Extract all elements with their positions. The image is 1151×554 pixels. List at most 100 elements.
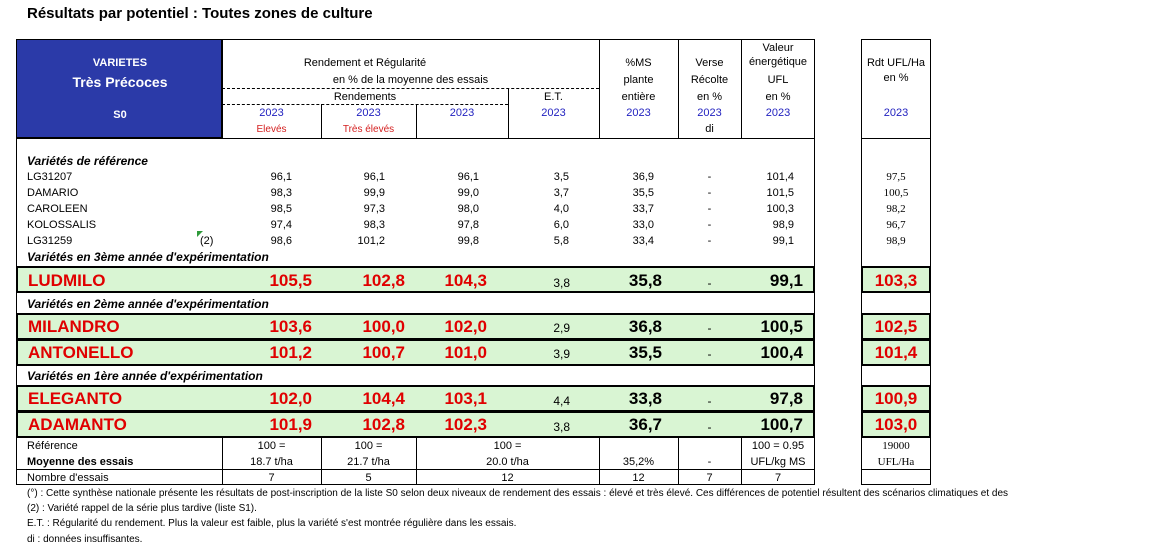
ref-eleves: 100 =	[257, 440, 286, 452]
nb-ms: 12	[632, 472, 645, 484]
value-ufl: 101,5	[766, 187, 794, 199]
verse-label-3: en %	[696, 91, 723, 103]
variety-row-antonello	[16, 339, 815, 366]
moy-rdt: UFL/Ha	[877, 456, 915, 468]
comment-marker-icon[interactable]	[197, 231, 203, 237]
main-table	[16, 39, 815, 485]
value-tres-eleves: 102,8	[362, 415, 405, 434]
value-tres-eleves: 100,7	[362, 343, 405, 362]
value-verse: -	[707, 420, 712, 434]
value-eleves: 98,6	[270, 235, 292, 247]
rdt-cell-ludmilo	[861, 266, 931, 293]
value-eleves: 97,4	[270, 219, 292, 231]
value-ufl: 99,1	[772, 235, 794, 247]
moyenne-label: Moyenne des essais	[27, 456, 134, 468]
value-rdt: 101,4	[874, 343, 918, 362]
value-ms: 35,5	[632, 187, 654, 199]
moy-moyenne: 20.0 t/ha	[486, 456, 529, 468]
nb-ufl: 7	[774, 472, 782, 484]
year-eleves: 2023	[259, 107, 284, 119]
value-ms: 35,8	[628, 271, 662, 290]
year-ms: 2023	[626, 107, 651, 119]
value-moyenne: 96,1	[457, 171, 479, 183]
reference-label: Référence	[27, 440, 78, 452]
verse-label-1: Verse	[695, 57, 724, 69]
verse-label-2: Récolte	[690, 74, 729, 86]
rdt-cell-adamanto	[861, 411, 931, 438]
value-verse: -	[707, 276, 712, 290]
value-eleves: 101,9	[269, 415, 312, 434]
value-eleves: 98,5	[270, 203, 292, 215]
tres-eleves-label: Très élevés	[342, 124, 395, 135]
value-rdt: 97,5	[886, 171, 906, 183]
variety-name: LG31259	[27, 235, 73, 247]
value-ms: 33,7	[632, 203, 654, 215]
rendement-sub: en % de la moyenne des essais	[332, 74, 489, 86]
varietes-header: VARIETES Très Précoces S0	[16, 39, 222, 138]
value-eleves: 96,1	[270, 171, 292, 183]
value-moyenne: 99,0	[457, 187, 479, 199]
value-et: 4,0	[553, 203, 569, 215]
variety-row-adamanto	[16, 411, 815, 438]
value-ms: 36,8	[628, 317, 662, 336]
variety-note: (2)	[200, 235, 214, 247]
value-ufl: 99,1	[769, 271, 803, 290]
rendement-title: Rendement et Régularité	[303, 57, 427, 69]
variety-name: ELEGANTO	[28, 389, 123, 408]
variety-name: LUDMILO	[28, 271, 106, 290]
section-reference: Variétés de référence	[27, 154, 148, 168]
year-ufl: 2023	[765, 107, 791, 119]
rdt-label-1: Rdt UFL/Ha	[866, 57, 926, 69]
nb-eleves: 7	[268, 472, 275, 484]
value-moyenne: 98,0	[457, 203, 479, 215]
nombre-label: Nombre d'essais	[27, 472, 109, 484]
variety-row-milandro	[16, 313, 815, 340]
value-ufl: 100,3	[766, 203, 794, 215]
value-ms: 33,0	[632, 219, 654, 231]
year-rdt: 2023	[883, 107, 909, 119]
value-ufl: 100,4	[760, 343, 803, 362]
value-verse: -	[707, 321, 712, 335]
value-verse: -	[707, 203, 712, 215]
value-et: 3,5	[553, 171, 569, 183]
moy-tres-eleves: 21.7 t/ha	[347, 456, 390, 468]
value-ms: 36,9	[632, 171, 654, 183]
value-moyenne: 103,1	[444, 389, 487, 408]
value-eleves: 101,2	[269, 343, 312, 362]
value-rdt: 100,9	[874, 389, 918, 408]
value-moyenne: 101,0	[444, 343, 487, 362]
year-et: 2023	[541, 107, 566, 119]
value-tres-eleves: 99,9	[363, 187, 385, 199]
rdt-cell-antonello	[861, 339, 931, 366]
value-rdt: 102,5	[874, 317, 918, 336]
value-verse: -	[707, 171, 712, 183]
valeur-label-1: Valeur	[762, 42, 794, 54]
value-rdt: 103,3	[874, 271, 918, 290]
value-tres-eleves: 98,3	[363, 219, 385, 231]
moy-ms: 35,2%	[622, 456, 655, 468]
value-verse: -	[707, 235, 712, 247]
value-rdt: 96,7	[886, 219, 906, 231]
section-1ere-annee: Variétés en 1ère année d'expérimentation	[27, 369, 263, 383]
moy-ufl: UFL/kg MS	[750, 456, 806, 468]
page-title: Résultats par potentiel : Toutes zones d…	[27, 5, 373, 22]
value-et: 4,4	[553, 394, 570, 408]
footnote: (2) : Variété rappel de la série plus ta…	[27, 503, 257, 514]
value-tres-eleves: 96,1	[363, 171, 385, 183]
value-verse: -	[707, 219, 712, 231]
value-tres-eleves: 97,3	[363, 203, 385, 215]
value-et: 5,8	[553, 235, 569, 247]
ref-moyenne: 100 =	[493, 440, 522, 452]
value-ufl: 100,7	[760, 415, 803, 434]
value-moyenne: 102,3	[444, 415, 487, 434]
footnote: (°) : Cette synthèse nationale présente …	[27, 488, 1009, 499]
value-verse: -	[707, 394, 712, 408]
value-eleves: 102,0	[269, 389, 312, 408]
value-eleves: 105,5	[269, 271, 312, 290]
group-label: Très Précoces	[72, 74, 168, 90]
rendements-label: Rendements	[333, 91, 397, 103]
value-et: 6,0	[553, 219, 569, 231]
nb-tres-eleves: 5	[365, 472, 372, 484]
rdt-table	[861, 39, 931, 485]
ref-rdt: 19000	[882, 440, 910, 452]
